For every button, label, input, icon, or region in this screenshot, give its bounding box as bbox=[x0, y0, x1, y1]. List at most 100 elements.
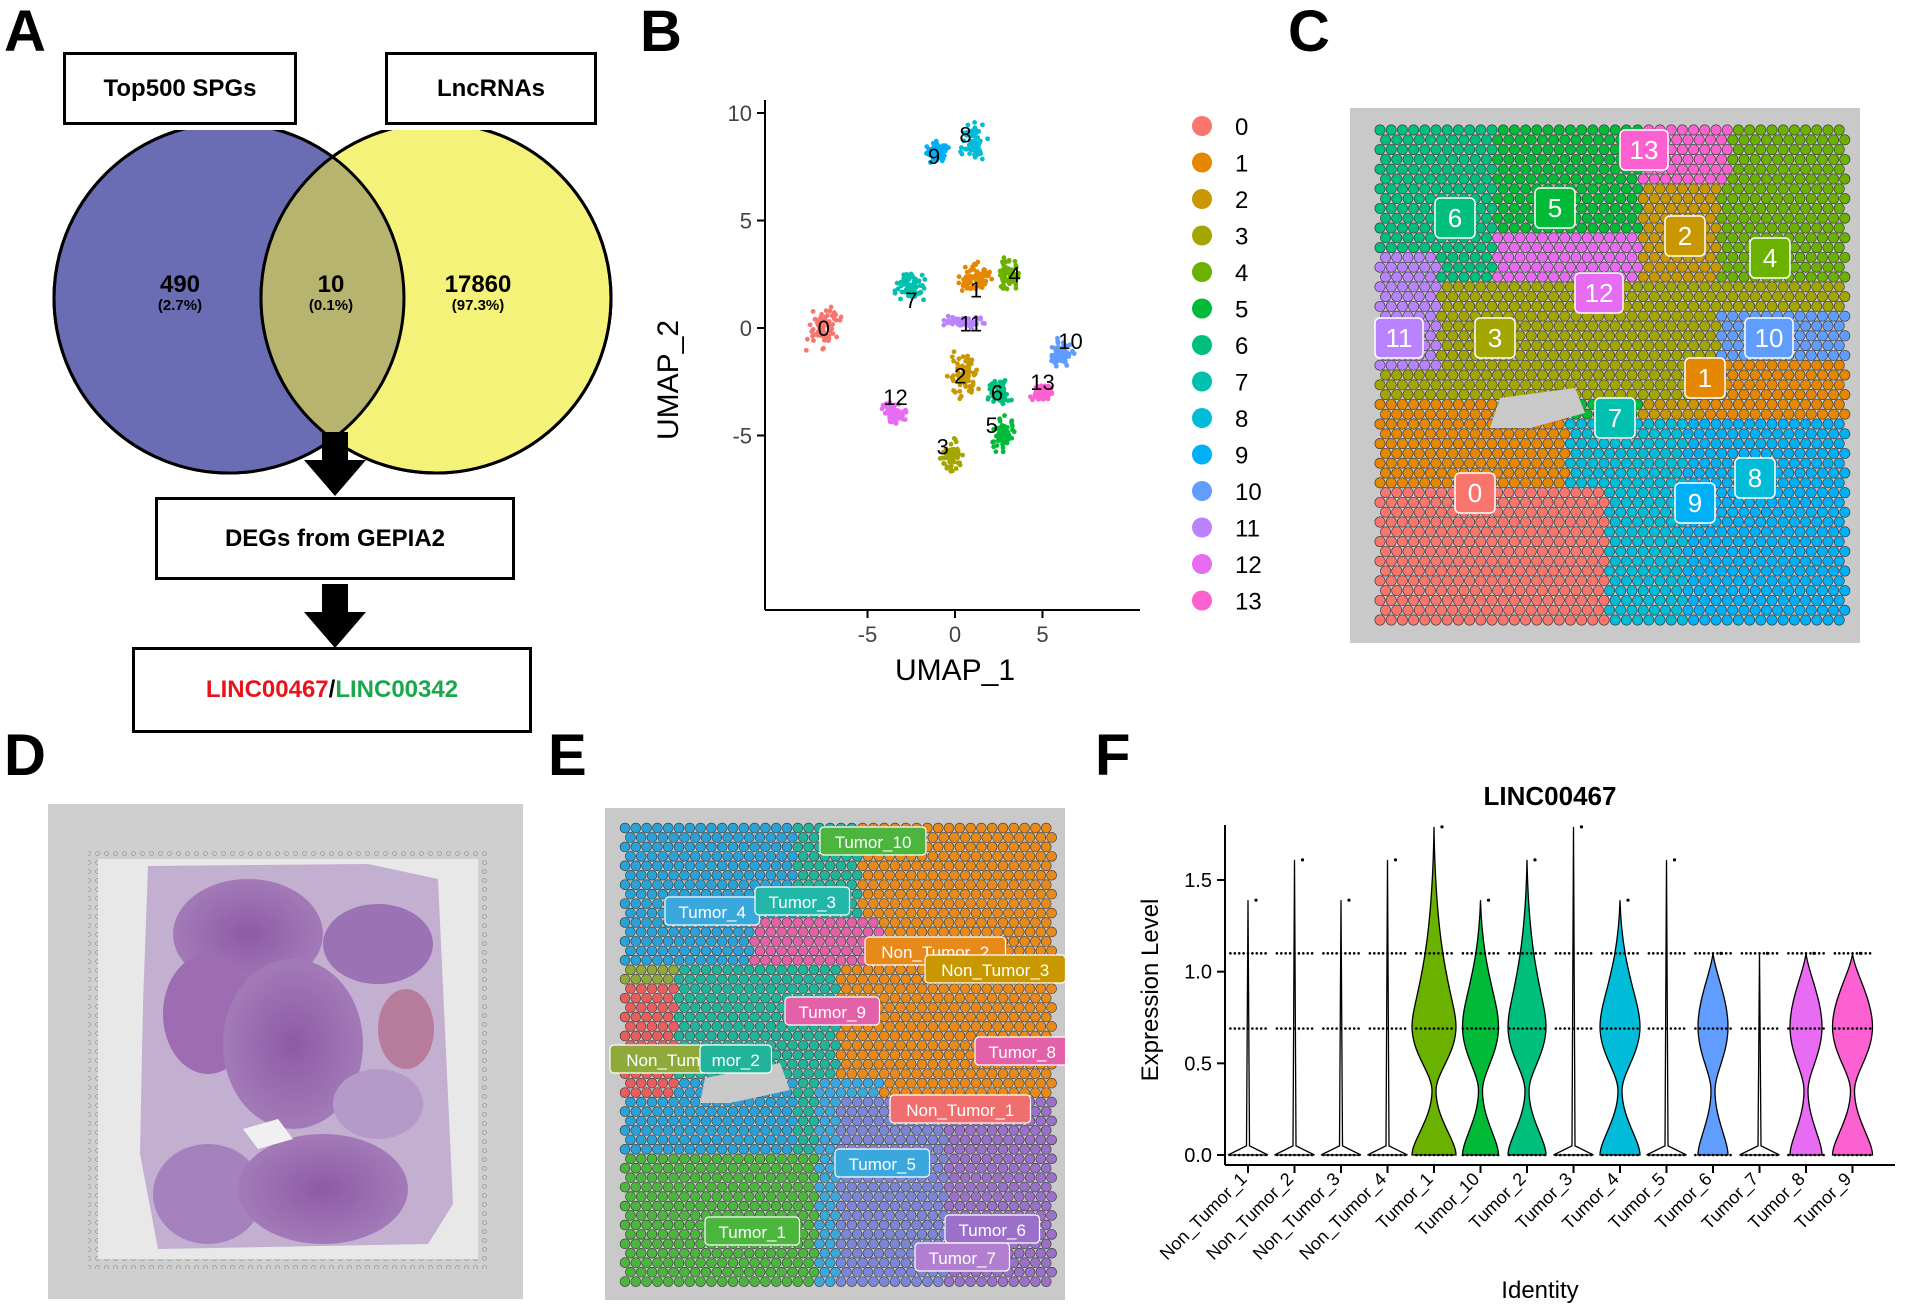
umap-point bbox=[930, 149, 935, 155]
violin-dot bbox=[1605, 1027, 1609, 1030]
cluster-tag-label: 2 bbox=[1678, 221, 1692, 251]
violin-dot bbox=[1864, 1153, 1867, 1157]
umap-point bbox=[918, 289, 923, 295]
violin-dot bbox=[1437, 1153, 1440, 1157]
legend-label: 10 bbox=[1235, 479, 1262, 506]
violin-dot bbox=[1450, 952, 1453, 955]
umap-point bbox=[955, 365, 960, 371]
violin-dot bbox=[1533, 858, 1537, 862]
violin-dot bbox=[1264, 1153, 1267, 1157]
cluster-tag-label: 9 bbox=[1688, 488, 1702, 518]
violin-dot bbox=[1809, 1027, 1812, 1030]
violin-dot bbox=[1572, 952, 1575, 955]
umap-point bbox=[985, 396, 991, 402]
violin-dot bbox=[1474, 952, 1478, 955]
umap-point bbox=[902, 289, 908, 295]
violin-dot bbox=[1441, 1153, 1445, 1157]
violin-dot bbox=[1665, 952, 1668, 955]
umap-point bbox=[1000, 445, 1006, 451]
violin-shape bbox=[1739, 953, 1780, 1156]
violin-dot bbox=[1762, 1153, 1766, 1157]
region-tag: Tumor_4 bbox=[664, 896, 761, 926]
region-tag: Non_Tumor_3 bbox=[924, 954, 1067, 984]
violin-dot bbox=[1572, 1027, 1575, 1030]
umap-point bbox=[974, 130, 979, 136]
violin-dot bbox=[1647, 952, 1651, 955]
violin-dot bbox=[1521, 1153, 1524, 1157]
violin-dot bbox=[1579, 825, 1584, 829]
violin-dot bbox=[1678, 952, 1681, 955]
violin-dot bbox=[1753, 952, 1757, 955]
violin-dot bbox=[1623, 1027, 1626, 1030]
region-tag: Tumor_10 bbox=[819, 826, 927, 856]
violin-dot bbox=[1377, 1027, 1380, 1030]
region-tag-label: Tumor_5 bbox=[849, 1155, 916, 1174]
umap-point bbox=[818, 315, 824, 321]
violin-dot bbox=[1395, 952, 1398, 955]
umap-ylabel: UMAP_2 bbox=[652, 320, 685, 440]
violin-dot bbox=[1390, 1027, 1394, 1030]
cluster-tag: 8 bbox=[1734, 457, 1776, 499]
legend-label: 2 bbox=[1235, 187, 1248, 214]
violin-dot bbox=[1339, 952, 1343, 955]
violin-dot bbox=[1255, 1153, 1259, 1157]
venn-overlap bbox=[261, 130, 404, 473]
violin-dot bbox=[1377, 1153, 1380, 1157]
violin-dot bbox=[1833, 952, 1837, 955]
violin-dot bbox=[1415, 952, 1418, 955]
violin-dot bbox=[1581, 952, 1584, 955]
violin-dot bbox=[1623, 1153, 1626, 1157]
violin-dot bbox=[1694, 1027, 1697, 1030]
panel-letter-c: C bbox=[1288, 0, 1330, 64]
umap-point bbox=[980, 122, 985, 128]
umap-point bbox=[1007, 273, 1013, 279]
umap-point bbox=[919, 272, 925, 278]
umap-point bbox=[1010, 267, 1016, 273]
violin-dot bbox=[1428, 1027, 1431, 1030]
violin-dot bbox=[1749, 1153, 1752, 1157]
violin-dot bbox=[1838, 952, 1841, 955]
umap-point bbox=[892, 417, 898, 422]
umap-point bbox=[1016, 270, 1021, 276]
violin-dot bbox=[1740, 952, 1744, 955]
violin-dot bbox=[1306, 952, 1309, 955]
umap-point bbox=[974, 367, 980, 373]
umap-point bbox=[956, 280, 962, 286]
umap-ytick: 5 bbox=[740, 209, 752, 234]
violin-dot bbox=[1554, 1027, 1558, 1030]
umap-point bbox=[1042, 392, 1048, 398]
violin-dot bbox=[1479, 952, 1482, 955]
violin-dot bbox=[1724, 952, 1728, 955]
region-tag-label: Tumor_1 bbox=[719, 1223, 786, 1242]
violin-dot bbox=[1660, 1153, 1664, 1157]
violin-dot bbox=[1326, 1153, 1330, 1157]
violin-dot bbox=[1496, 1153, 1500, 1157]
violin-dot bbox=[1775, 1153, 1779, 1157]
violin-dot bbox=[1652, 1153, 1655, 1157]
umap-point bbox=[935, 155, 941, 161]
cluster-tag: 4 bbox=[1749, 237, 1791, 279]
violin-dot bbox=[1432, 1153, 1436, 1157]
violin-dot bbox=[1237, 1153, 1241, 1157]
violin-dot bbox=[1310, 952, 1314, 955]
violin-dot bbox=[1251, 1153, 1254, 1157]
violin-dot bbox=[1627, 1027, 1631, 1030]
violin-dot bbox=[1795, 952, 1799, 955]
violin-dot bbox=[1601, 1027, 1604, 1030]
legend-swatch bbox=[1192, 371, 1212, 392]
violin-dot bbox=[1669, 952, 1673, 955]
venn-result-box: LINC00467/LINC00342 bbox=[132, 647, 532, 733]
umap-point bbox=[814, 320, 820, 326]
umap-point bbox=[959, 288, 965, 293]
umap-point bbox=[957, 396, 963, 402]
violin-dot bbox=[1525, 1027, 1529, 1030]
violin-dot bbox=[1423, 1153, 1427, 1157]
violin-dot bbox=[1694, 1153, 1697, 1157]
umap-point bbox=[941, 317, 947, 323]
region-tag-label: Tumor_6 bbox=[959, 1221, 1026, 1240]
legend-label: 9 bbox=[1235, 443, 1248, 470]
legend-label: 1 bbox=[1235, 151, 1248, 178]
violin-dot bbox=[1627, 1153, 1631, 1157]
umap-cluster-label: 7 bbox=[905, 288, 917, 313]
umap-point bbox=[815, 329, 821, 335]
